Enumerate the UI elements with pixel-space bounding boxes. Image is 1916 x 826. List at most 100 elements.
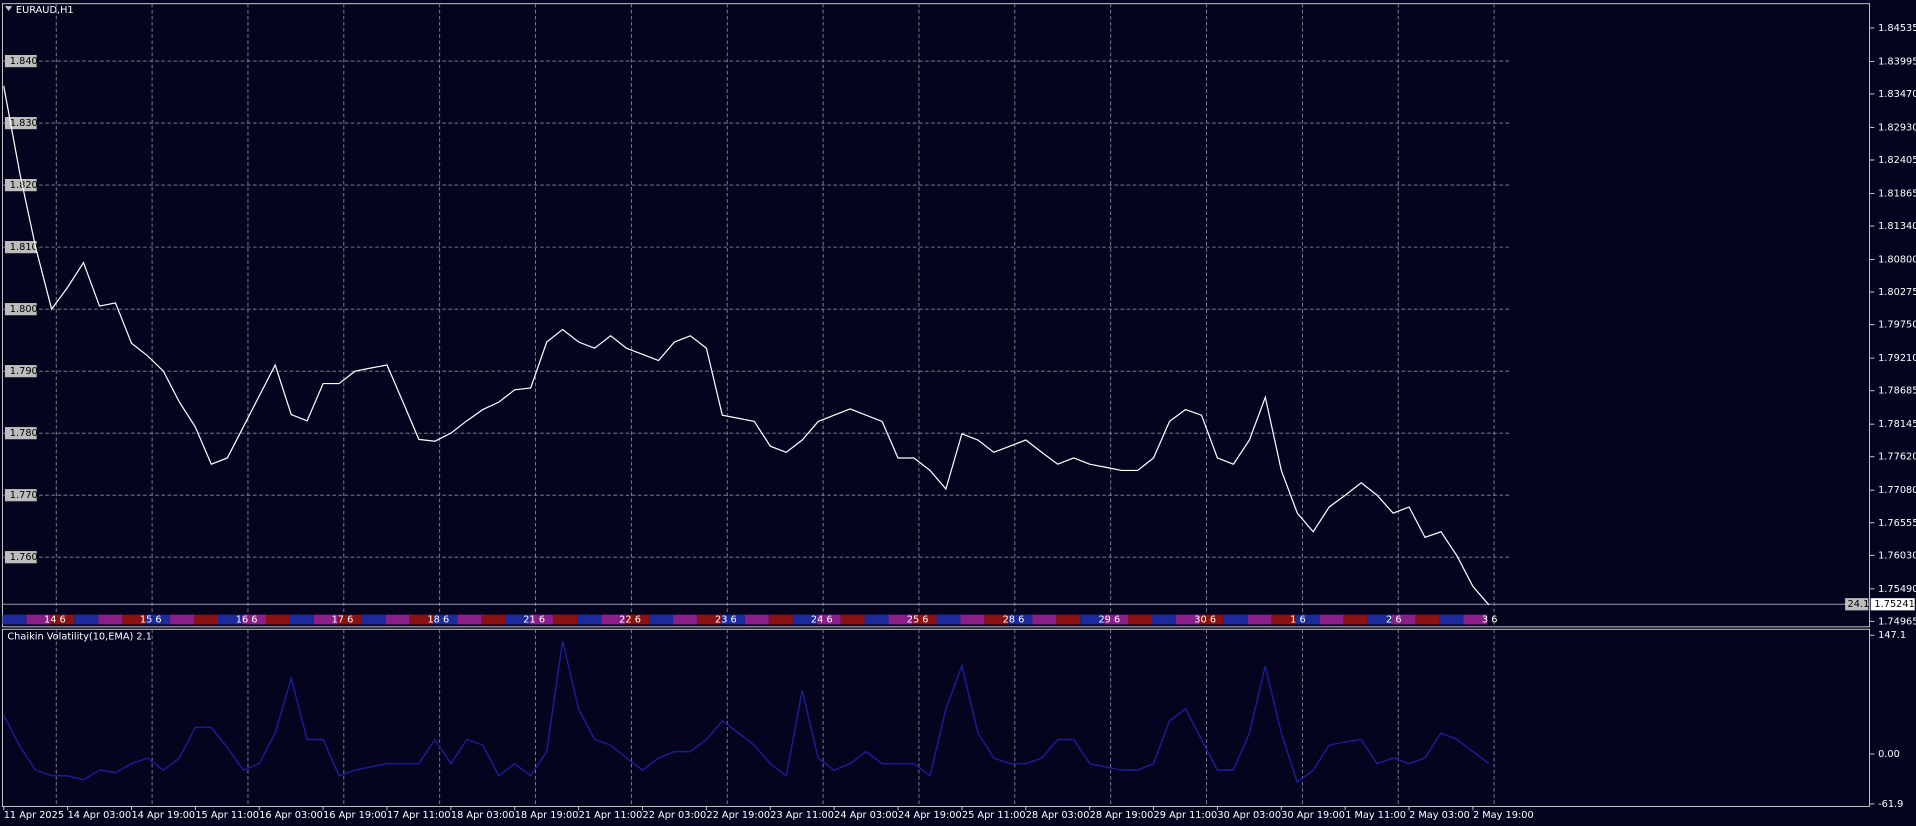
symbol-title: EURAUD,H1 — [16, 5, 74, 16]
day-strip-segment — [1152, 614, 1176, 625]
day-label: 2 6 — [1386, 614, 1402, 625]
day-strip-segment — [122, 614, 147, 625]
indicator-panel — [1, 628, 1871, 807]
day-strip-segment — [1415, 614, 1440, 625]
day-strip-segment — [1439, 614, 1464, 625]
day-strip-segment — [1008, 614, 1033, 625]
x-tick-label: 29 Apr 11:00 — [1154, 810, 1218, 821]
y-tick-label: 1.82930 — [1878, 122, 1916, 133]
y-tick-label: 1.77620 — [1878, 452, 1916, 463]
x-tick-label: 17 Apr 11:00 — [387, 810, 451, 821]
day-strip-segment — [720, 614, 745, 625]
level-label: 1.820 — [10, 180, 38, 191]
y-tick-label: 1.81865 — [1878, 188, 1916, 199]
day-strip-segment — [409, 614, 434, 625]
x-tick-label: 30 Apr 03:00 — [1217, 810, 1281, 821]
day-strip-segment — [265, 614, 290, 625]
main-panel — [1, 3, 1871, 628]
day-label: 16 6 — [236, 614, 258, 625]
side-label-box — [1845, 598, 1869, 611]
day-strip-segment — [960, 614, 985, 625]
level-label-box — [4, 427, 37, 440]
x-tick-label: 11 Apr 2025 — [4, 810, 64, 821]
level-label: 1.790 — [10, 366, 38, 377]
y-tick-label: 1.82405 — [1878, 155, 1916, 166]
y-tick-label: 1.80275 — [1878, 287, 1916, 298]
day-strip-segment — [50, 614, 75, 625]
y-tick-label: 1.83470 — [1878, 89, 1916, 100]
level-label: 1.760 — [10, 552, 38, 563]
day-strip-segment — [673, 614, 698, 625]
day-strip-segment — [481, 614, 506, 625]
y-tick-label: 147.1 — [1878, 630, 1906, 641]
day-strip-segment — [864, 614, 889, 625]
y-tick-label: 0.00 — [1878, 749, 1900, 760]
price-label-box — [1870, 598, 1915, 611]
day-strip-segment — [577, 614, 602, 625]
day-strip-segment — [1080, 614, 1105, 625]
indicator-title: Chaikin Volatility(10,EMA) 2.1 — [7, 632, 152, 643]
x-tick-label: 18 Apr 03:00 — [451, 810, 515, 821]
day-strip-segment — [1199, 614, 1224, 625]
level-label-box — [4, 303, 37, 316]
day-strip-segment — [816, 614, 841, 625]
day-strip-segment — [337, 614, 362, 625]
day-strip-segment — [194, 614, 219, 625]
day-strip-segment — [218, 614, 242, 625]
x-tick-label: 24 Apr 19:00 — [898, 810, 962, 821]
day-strip-segment — [457, 614, 482, 625]
day-strip-segment — [433, 614, 458, 625]
x-tick-label: 22 Apr 19:00 — [706, 810, 770, 821]
level-label-box — [4, 241, 37, 254]
day-strip-segment — [170, 614, 195, 625]
day-strip-segment — [1343, 614, 1368, 625]
level-label-box — [4, 489, 37, 502]
day-label: 14 6 — [44, 614, 66, 625]
day-strip-segment — [241, 614, 266, 625]
price-line — [3, 85, 1490, 606]
menu-icon[interactable] — [4, 6, 13, 11]
x-tick-label: 2 May 03:00 — [1409, 810, 1470, 821]
day-strip-segment — [1175, 614, 1200, 625]
x-tick-label: 16 Apr 19:00 — [323, 810, 387, 821]
day-label: 25 6 — [907, 614, 929, 625]
day-strip-segment — [649, 614, 674, 625]
y-tick-label: 1.76555 — [1878, 518, 1916, 529]
day-label: 17 6 — [332, 614, 354, 625]
day-strip-segment — [625, 614, 650, 625]
day-strip-segment — [146, 614, 171, 625]
y-tick-label: 1.77080 — [1878, 485, 1916, 496]
day-strip-segment — [26, 614, 51, 625]
day-strip-segment — [505, 614, 530, 625]
level-label-box — [4, 116, 37, 130]
day-strip-segment — [1271, 614, 1296, 625]
y-tick-label: 1.84535 — [1878, 23, 1916, 34]
side-label: 24.1 — [1848, 599, 1870, 610]
level-label: 1.840 — [10, 56, 38, 67]
level-label: 1.780 — [10, 428, 38, 439]
day-strip-segment — [984, 614, 1009, 625]
day-label: 22 6 — [619, 614, 641, 625]
day-label: 3 6 — [1482, 614, 1498, 625]
x-tick-label: 16 Apr 03:00 — [259, 810, 323, 821]
x-tick-label: 14 Apr 03:00 — [68, 810, 132, 821]
level-label: 1.830 — [10, 118, 38, 129]
day-strip-segment — [888, 614, 913, 625]
price-label: 1.75241 — [1874, 599, 1914, 610]
day-strip-segment — [1247, 614, 1272, 625]
day-strip-segment — [744, 614, 769, 625]
day-strip-segment — [313, 614, 338, 625]
day-label: 24 6 — [811, 614, 833, 625]
day-strip-segment — [529, 614, 554, 625]
day-strip-segment — [385, 614, 410, 625]
day-strip-segment — [1128, 614, 1153, 625]
level-label-box — [4, 179, 37, 192]
day-label: 28 6 — [1003, 614, 1025, 625]
day-strip-segment — [1295, 614, 1320, 625]
y-tick-label: 1.79750 — [1878, 320, 1916, 331]
level-label: 1.770 — [10, 490, 38, 501]
y-tick-label: 1.78685 — [1878, 386, 1916, 397]
day-strip-segment — [1367, 614, 1392, 625]
